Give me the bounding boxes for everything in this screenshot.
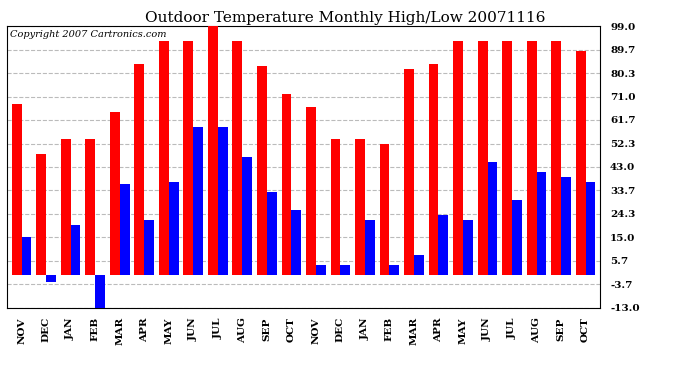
Bar [86,139,95,275]
Bar [119,184,130,275]
Bar [257,66,267,275]
Bar [463,220,473,275]
Bar [380,144,389,275]
Bar [12,104,21,275]
Bar [389,265,400,275]
Bar [242,157,252,275]
Text: Outdoor Temperature Monthly High/Low 20071116: Outdoor Temperature Monthly High/Low 200… [145,11,545,25]
Bar [184,41,193,275]
Bar [355,139,365,275]
Bar [404,69,414,275]
Bar [267,192,277,275]
Bar [414,255,424,275]
Bar [512,200,522,275]
Bar [233,41,242,275]
Text: Copyright 2007 Cartronics.com: Copyright 2007 Cartronics.com [10,30,166,39]
Bar [477,41,488,275]
Bar [193,127,203,275]
Bar [159,41,169,275]
Bar [526,41,537,275]
Bar [169,182,179,275]
Bar [502,41,512,275]
Bar [95,275,105,308]
Bar [70,225,81,275]
Bar [110,112,119,275]
Bar [282,94,291,275]
Bar [537,172,546,275]
Bar [331,139,340,275]
Bar [21,237,32,275]
Bar [61,139,70,275]
Bar [37,154,46,275]
Bar [551,41,561,275]
Bar [316,265,326,275]
Bar [306,106,316,275]
Bar [561,177,571,275]
Bar [144,220,154,275]
Bar [340,265,351,275]
Bar [135,64,144,275]
Bar [438,214,449,275]
Bar [488,162,497,275]
Bar [46,275,56,282]
Bar [586,182,595,275]
Bar [218,127,228,275]
Bar [453,41,463,275]
Bar [291,210,301,275]
Bar [428,64,438,275]
Bar [365,220,375,275]
Bar [208,26,218,275]
Bar [575,51,586,275]
